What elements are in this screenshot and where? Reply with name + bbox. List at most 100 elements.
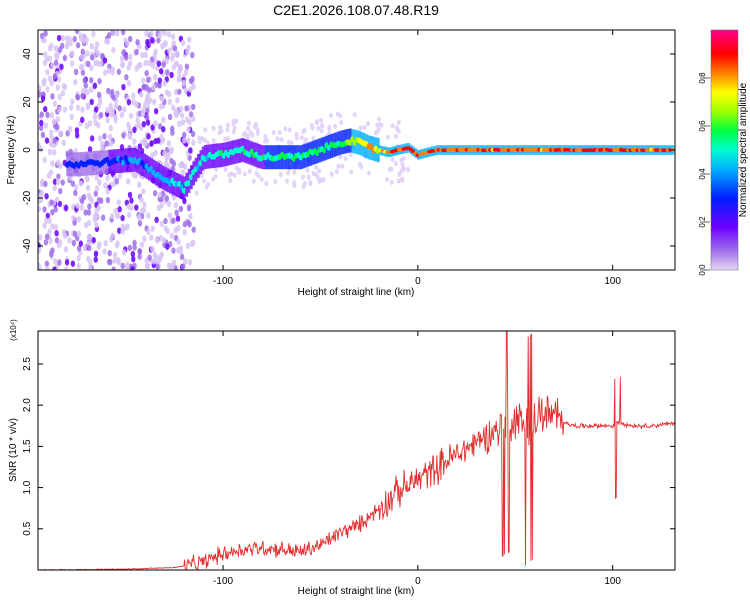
spectrogram-noise-cell bbox=[57, 46, 63, 53]
spectrogram-noise-cell bbox=[254, 170, 259, 177]
spectrogram-noise-cell bbox=[387, 166, 392, 173]
snr-x-ticks: -100 0 100 bbox=[213, 331, 621, 587]
spectrogram-noise-cell bbox=[87, 203, 92, 210]
spectrogram-noise-cell bbox=[121, 83, 126, 91]
spectrogram-ridge-cell bbox=[123, 155, 128, 162]
spectrogram-noise-cell bbox=[57, 105, 62, 113]
spectrogram-noise-cell bbox=[86, 60, 91, 68]
spectrogram-noise-cell bbox=[39, 111, 44, 118]
spectrogram-noise-cell bbox=[42, 222, 47, 229]
spectrogram-noise-cell bbox=[69, 113, 75, 121]
snr-y-ticks: 0.5 1.0 1.5 2.0 2.5 bbox=[22, 357, 675, 536]
spectrogram-noise-cell bbox=[150, 62, 156, 69]
spectrogram-noise-cell bbox=[120, 228, 125, 235]
spectrogram-noise-cell bbox=[188, 77, 194, 85]
spectrogram-noise-cell bbox=[140, 110, 146, 118]
spectrogram-noise-cell bbox=[100, 53, 105, 60]
spectrogram-noise-cell bbox=[43, 51, 48, 58]
spectrogram-noise-cell bbox=[294, 135, 299, 141]
spectrogram-noise-cell bbox=[164, 195, 169, 202]
spectrogram-noise-cell bbox=[319, 128, 324, 134]
spectrogram-noise-cell bbox=[152, 98, 157, 106]
spectrogram-noise-cell bbox=[93, 250, 99, 258]
spectrogram-noise-cell bbox=[44, 260, 50, 267]
spectrogram-noise-cell bbox=[39, 32, 45, 40]
spectrogram-noise-cell bbox=[232, 172, 237, 178]
spectrogram-noise-cell bbox=[103, 240, 108, 247]
spectrogram-noise-cell bbox=[92, 82, 98, 89]
spectrogram-noise-cell bbox=[42, 156, 47, 164]
spectrogram-noise-cell bbox=[60, 89, 66, 97]
spectrogram-noise-cell bbox=[127, 244, 133, 252]
spectrogram-noise-cell bbox=[43, 122, 48, 129]
spectrogram-noise-cell bbox=[42, 206, 47, 213]
spectrogram-noise-cell bbox=[104, 140, 109, 147]
spectrogram-noise-cell bbox=[115, 256, 121, 264]
spectrogram-noise-cell bbox=[163, 40, 168, 47]
spectrogram-noise-cell bbox=[96, 91, 102, 99]
spectrogram-noise-cell bbox=[76, 245, 82, 252]
spectrogram-noise-cell bbox=[188, 86, 193, 93]
spectrogram-noise-cell bbox=[165, 243, 170, 250]
spectrogram-noise-cell bbox=[114, 91, 120, 99]
spectrogram-noise-cell bbox=[54, 229, 59, 237]
spectrogram-noise-cell bbox=[177, 88, 182, 95]
spectrogram-noise-cell bbox=[183, 68, 189, 76]
spectrogram-noise-cell bbox=[55, 178, 61, 186]
spectrogram-noise-cell bbox=[162, 150, 167, 157]
spectrogram-noise-cell bbox=[246, 125, 251, 132]
spectrogram-noise-cell bbox=[174, 209, 179, 216]
spectrogram-noise-cell bbox=[358, 161, 363, 167]
spectrogram-noise-cell bbox=[129, 197, 134, 204]
spectrogram-noise-cell bbox=[301, 129, 306, 135]
spectrogram-noise-cell bbox=[91, 236, 96, 244]
spectrogram-noise-cell bbox=[396, 119, 401, 126]
spectrogram-noise-cell bbox=[137, 248, 143, 255]
spectrogram-noise-cell bbox=[57, 93, 62, 101]
spectrogram-noise-cell bbox=[74, 132, 80, 139]
spectrogram-noise-cell bbox=[166, 31, 172, 38]
spectrogram-noise-cell bbox=[127, 191, 133, 199]
spectrogram-noise-cell bbox=[48, 237, 53, 245]
spectrogram-noise-cell bbox=[218, 124, 223, 131]
spectrogram-noise-cell bbox=[184, 105, 189, 112]
snr-y-tick-label: 0.5 bbox=[22, 521, 33, 535]
spectrogram-noise-cell bbox=[53, 258, 58, 265]
spectrogram-noise-cell bbox=[157, 77, 163, 84]
spectrogram-ridge-cell bbox=[186, 180, 191, 187]
spectrogram-noise-cell bbox=[88, 259, 93, 266]
spectrogram-noise-cell bbox=[311, 136, 316, 142]
spectrogram-noise-cell bbox=[173, 88, 179, 96]
spectrogram-noise-cell bbox=[73, 184, 79, 191]
spectrogram-noise-cell bbox=[131, 255, 136, 263]
spectrogram-noise-cell bbox=[147, 254, 152, 261]
spectrogram-noise-cell bbox=[50, 160, 55, 167]
spectrogram-noise-cell bbox=[130, 250, 136, 258]
spectrogram-noise-cell bbox=[190, 130, 196, 138]
spectrogram-noise-cell bbox=[67, 125, 73, 133]
spectrogram-noise-cell bbox=[138, 91, 144, 98]
spectrogram-noise-cell bbox=[86, 192, 92, 199]
spectrogram-noise-cell bbox=[56, 173, 61, 180]
spectrogram-noise-cell bbox=[159, 251, 164, 258]
spectrogram-noise-cell bbox=[125, 178, 131, 185]
colorbar-tick-label: 0.0 bbox=[698, 264, 707, 276]
spectrogram-noise-cell bbox=[399, 157, 404, 163]
spectrogram-noise-cell bbox=[153, 48, 158, 55]
spectrogram-noise-cell bbox=[60, 34, 66, 42]
spectrogram-noise-cell bbox=[93, 190, 99, 197]
spectrogram-noise-cell bbox=[167, 47, 172, 54]
spectrogram-noise-cell bbox=[121, 249, 127, 256]
spectrogram-noise-cell bbox=[98, 111, 104, 119]
spectrogram-noise-cell bbox=[231, 121, 236, 127]
spectrogram-noise-cell bbox=[134, 101, 139, 108]
spectrogram-noise-cell bbox=[75, 104, 81, 111]
spectrogram-noise-cell bbox=[180, 161, 185, 169]
spectrogram-y-tick-label: -20 bbox=[22, 190, 33, 205]
spectrogram-noise-cell bbox=[45, 111, 50, 119]
spectrogram-noise-cell bbox=[93, 106, 99, 113]
spectrogram-noise-cell bbox=[165, 152, 171, 159]
spectrogram-noise-cell bbox=[49, 199, 54, 206]
spectrogram-noise-cell bbox=[155, 263, 160, 270]
spectrogram-noise-cell bbox=[159, 133, 164, 141]
